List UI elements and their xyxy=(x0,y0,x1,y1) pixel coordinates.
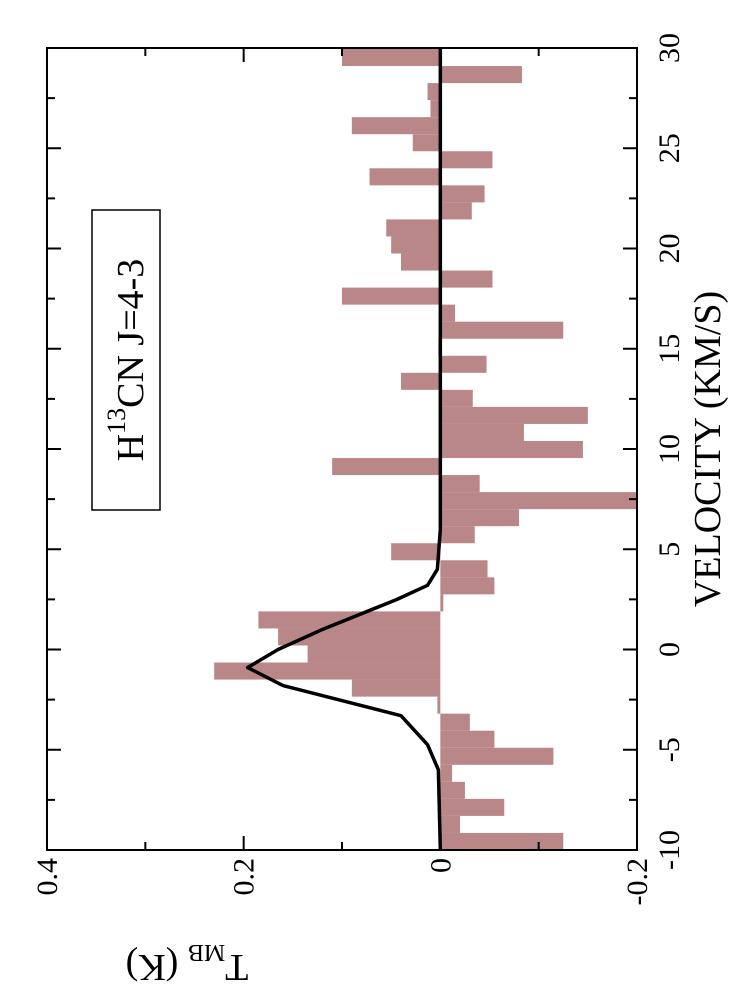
bar xyxy=(440,781,465,799)
bar xyxy=(214,662,441,680)
bar xyxy=(440,406,588,424)
x-tick-label: -10 xyxy=(653,830,686,870)
bar xyxy=(440,798,505,816)
y-title-unit: (K) xyxy=(126,946,188,988)
bar xyxy=(440,832,564,850)
annotation-box xyxy=(91,209,161,511)
bar xyxy=(369,168,441,186)
bar xyxy=(440,492,637,510)
bar xyxy=(386,219,441,237)
annotation-sup: 13 xyxy=(102,408,131,434)
bar xyxy=(307,645,441,663)
bar xyxy=(440,475,480,493)
bar xyxy=(391,543,441,561)
bar xyxy=(440,185,485,203)
annotation-main: H xyxy=(110,434,152,461)
plot-area xyxy=(214,48,637,850)
bar xyxy=(440,560,488,578)
bar xyxy=(437,696,441,714)
bar xyxy=(440,304,456,322)
x-tick-label: -5 xyxy=(653,737,686,762)
bar xyxy=(351,117,441,135)
bar xyxy=(440,151,493,169)
x-tick-label: 25 xyxy=(653,133,686,163)
x-axis-title: VELOCITY (KM/S) xyxy=(687,291,729,607)
bar xyxy=(351,679,441,697)
y-tick-label: 0.4 xyxy=(31,858,64,896)
bar xyxy=(440,66,522,84)
x-tick-label: 5 xyxy=(653,542,686,557)
bar xyxy=(440,713,470,731)
bar xyxy=(440,730,495,748)
bar xyxy=(412,134,441,152)
y-title-sub: MB xyxy=(188,939,225,965)
y-axis-title: TMB (K) xyxy=(126,939,249,988)
bar xyxy=(440,389,473,407)
bar xyxy=(440,815,461,833)
y-title-main: T xyxy=(225,946,248,988)
bar xyxy=(427,83,441,101)
bar xyxy=(342,49,441,67)
x-tick-label: 10 xyxy=(653,434,686,464)
bar xyxy=(440,764,453,782)
bar xyxy=(440,355,487,373)
annotation: H13CN J=4-3 xyxy=(102,259,152,462)
y-tick-label: 0 xyxy=(424,858,457,873)
bar xyxy=(440,202,472,220)
bar xyxy=(391,236,441,254)
bar xyxy=(440,509,520,527)
y-tick-label: -0.2 xyxy=(621,858,654,906)
bar xyxy=(440,577,495,595)
x-tick-label: 0 xyxy=(653,642,686,657)
bar xyxy=(401,372,441,390)
bar xyxy=(440,270,493,288)
bar xyxy=(440,594,444,612)
x-tick-label: 20 xyxy=(653,234,686,264)
bar xyxy=(332,458,441,476)
bar xyxy=(440,423,524,441)
bar xyxy=(440,747,554,765)
annotation-rest: CN J=4-3 xyxy=(110,259,152,408)
bar xyxy=(342,287,441,305)
bar xyxy=(440,321,564,339)
rotated-plot: -10 -5 0 5 10 15 20 25 30 -0.2 0 0.2 0.4 VELOCITY (KM… xyxy=(31,33,729,988)
y-tick-label: 0.2 xyxy=(228,858,261,896)
x-tick-label: 15 xyxy=(653,334,686,364)
fit-line xyxy=(245,48,443,850)
bar xyxy=(401,253,441,271)
x-tick-label: 30 xyxy=(653,33,686,63)
bar xyxy=(430,100,441,118)
bar xyxy=(440,526,475,544)
bar xyxy=(440,440,583,459)
